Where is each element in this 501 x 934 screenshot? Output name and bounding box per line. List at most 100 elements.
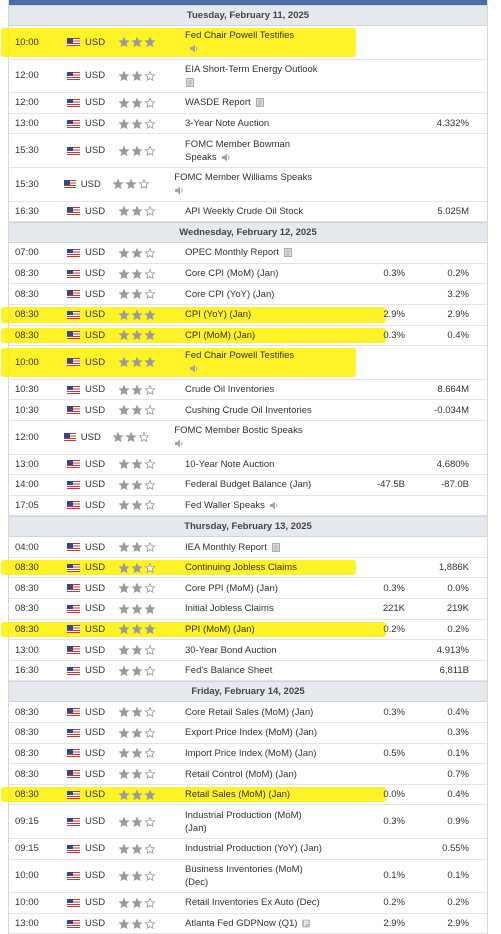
importance-stars: [119, 542, 156, 553]
event-row: 08:30 USD CPI (YoY) (Jan) 2.9% 2.9%: [1, 305, 487, 326]
forecast: 0.1%: [447, 870, 469, 882]
event-text: Retail Inventories Ex Auto (Dec): [185, 897, 320, 909]
star: [124, 432, 137, 443]
importance-stars: [119, 118, 156, 129]
star: [119, 384, 130, 395]
event-text: Fed's Balance Sheet: [185, 665, 273, 677]
forecast: 2.9%: [447, 918, 469, 930]
event-name: Core CPI (MoM) (Jan): [185, 267, 335, 280]
star: [119, 97, 130, 108]
forecast: 0.55%: [442, 843, 469, 855]
importance: [119, 583, 185, 594]
importance-stars: [119, 37, 156, 48]
forecast: -87.0B: [441, 479, 469, 491]
currency: USD: [80, 178, 101, 190]
importance-stars: [119, 405, 156, 416]
event-row: 08:30 USD CPI (MoM) (Jan) 0.3% 0.4%: [1, 326, 487, 347]
flag-icon: [67, 146, 80, 155]
importance-stars: [119, 309, 156, 320]
flag-icon: [67, 269, 80, 278]
star: [131, 562, 143, 573]
event-name: Export Price Index (MoM) (Jan): [185, 726, 335, 739]
star: [131, 357, 143, 368]
event-text: 30-Year Bond Auction: [185, 644, 277, 656]
flag-icon: [67, 898, 80, 907]
economic-calendar: Tuesday, February 11, 2025 10:00 USD Fed Ch…: [1, 0, 488, 934]
star: [131, 816, 143, 827]
star: [119, 707, 130, 718]
star: [131, 268, 143, 279]
star: [119, 330, 130, 341]
importance: [119, 769, 185, 780]
star: [144, 769, 156, 780]
star: [131, 843, 143, 854]
flag-icon: [67, 71, 80, 80]
star: [144, 384, 156, 395]
importance-stars: [119, 897, 156, 908]
star: [119, 405, 130, 416]
event-name: Crude Oil Inventories: [185, 383, 335, 396]
actual: 0.3%: [383, 582, 405, 594]
forecast: 0.2%: [447, 623, 469, 635]
event-name: 3-Year Note Auction: [185, 117, 335, 130]
importance-stars: [119, 769, 156, 780]
star: [144, 707, 156, 718]
currency: USD: [85, 816, 106, 828]
importance: [119, 384, 185, 395]
importance: [119, 727, 185, 738]
event-text: Continuing Jobless Claims: [185, 562, 297, 574]
importance-stars: [119, 247, 156, 258]
event-name: EIA Short-Term Energy Outlook: [185, 63, 335, 89]
event-row: 10:30 USD Crude Oil Inventories 8.664M: [9, 380, 487, 401]
time: 10:00: [15, 356, 39, 368]
star: [119, 500, 130, 511]
importance: [119, 870, 185, 881]
icon-report: [271, 542, 280, 552]
event-name: Fed Waller Speaks: [185, 499, 335, 512]
star: [144, 330, 156, 341]
actual: 0.3%: [383, 706, 405, 718]
event-text: Core CPI (MoM) (Jan): [185, 268, 279, 280]
star: [131, 405, 143, 416]
star: [112, 432, 124, 443]
importance-stars: [119, 624, 156, 635]
star: [131, 206, 143, 217]
forecast: 4.680%: [436, 458, 469, 470]
time: 14:00: [15, 479, 39, 491]
event-row: 14:00 USD Federal Budget Balance (Jan) -47.…: [9, 475, 487, 496]
event-row: 15:30 USD FOMC Member Bowman Speaks: [9, 134, 487, 168]
importance: [119, 37, 185, 48]
event-name: Retail Control (MoM) (Jan): [185, 768, 335, 781]
star: [144, 542, 156, 553]
currency: USD: [85, 623, 106, 635]
star: [119, 665, 130, 676]
importance-stars: [119, 459, 156, 470]
icon-speaker: [175, 186, 183, 195]
event-name: 10-Year Note Auction: [185, 458, 335, 471]
event-text: OPEC Monthly Report: [185, 247, 279, 259]
currency: USD: [85, 843, 106, 855]
event-row: 08:30 USD Export Price Index (MoM) (Jan) 0.…: [9, 723, 487, 744]
star: [119, 645, 130, 656]
star: [131, 118, 143, 129]
star: [144, 500, 156, 511]
star: [131, 145, 143, 156]
time: 10:30: [15, 404, 39, 416]
time: 13:00: [15, 918, 39, 930]
time: 13:00: [15, 458, 39, 470]
flag-icon: [67, 207, 80, 216]
importance-stars: [119, 583, 156, 594]
importance-stars: [119, 145, 156, 156]
importance: [119, 309, 185, 320]
event-text: Atlanta Fed GDPNow (Q1): [185, 918, 298, 930]
event-text: Import Price Index (MoM) (Jan): [185, 747, 317, 759]
star: [119, 603, 130, 614]
event-name: FOMC Member Williams Speaks: [174, 171, 324, 197]
highlight: [1, 621, 386, 638]
actual: 2.9%: [383, 309, 405, 321]
importance: [119, 918, 185, 929]
star: [144, 70, 156, 81]
star: [131, 603, 143, 614]
star: [144, 459, 156, 470]
event-text: EIA Short-Term Energy Outlook: [185, 63, 318, 75]
